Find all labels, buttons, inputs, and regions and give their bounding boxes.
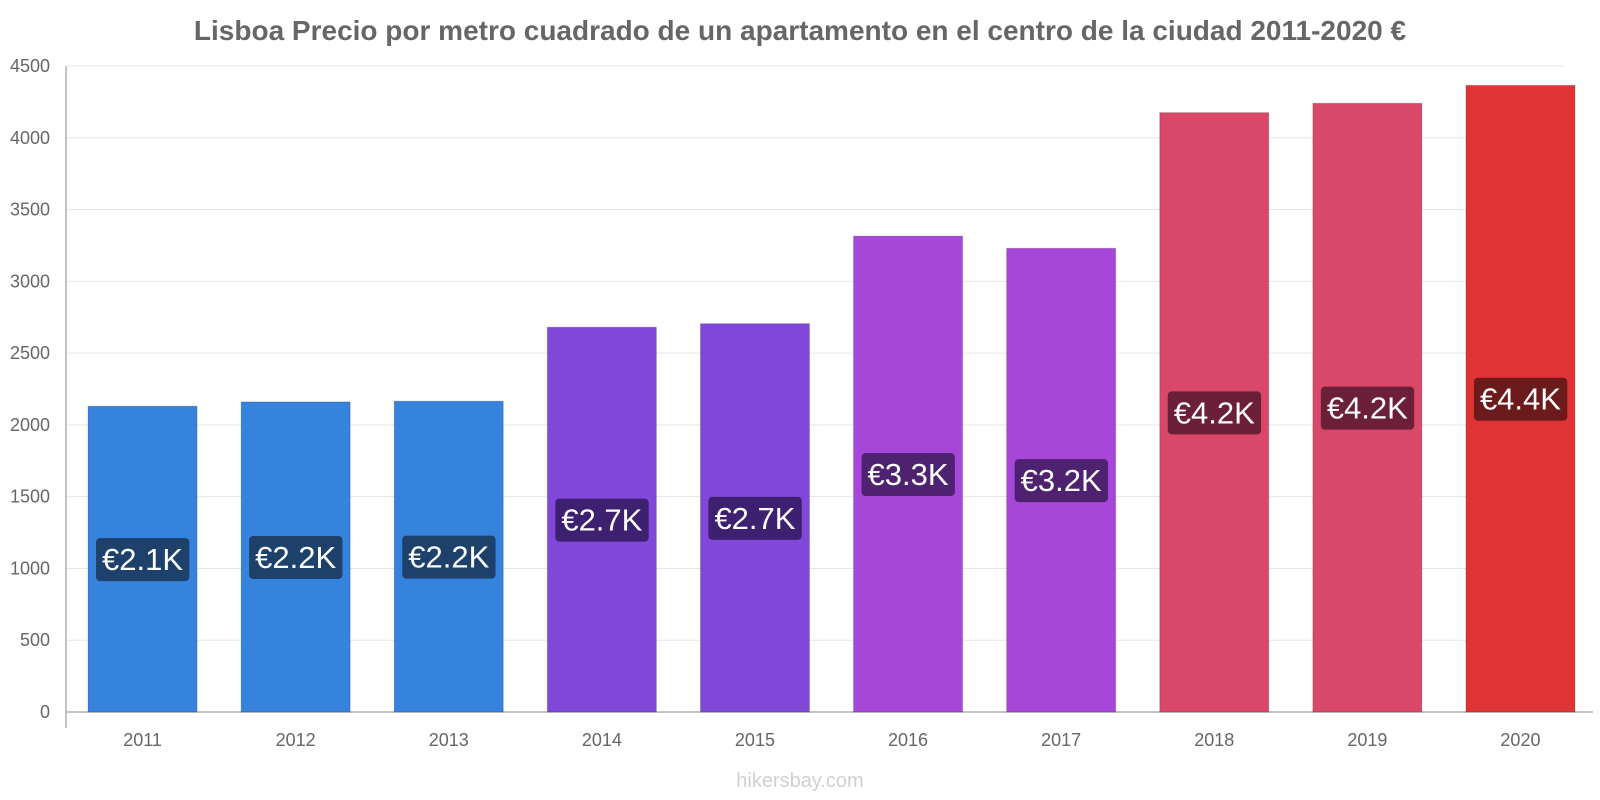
axes: 0 500 1000 1500 2000 2500 3000 3500 4000 4500 2011… bbox=[10, 56, 1593, 750]
data-label-group: €2.7K bbox=[708, 496, 802, 540]
data-label-box bbox=[708, 496, 802, 540]
data-label-box bbox=[402, 535, 496, 579]
y-tick-label: 0 bbox=[40, 702, 50, 722]
x-tick-label: 2013 bbox=[429, 730, 469, 750]
data-label-box bbox=[1320, 386, 1415, 430]
y-tick-label: 3500 bbox=[10, 200, 50, 220]
x-tick-label: 2016 bbox=[888, 730, 928, 750]
y-tick-label: 500 bbox=[20, 630, 50, 650]
data-label-group: €2.2K bbox=[249, 535, 343, 579]
y-tick-label: 4000 bbox=[10, 128, 50, 148]
x-tick-label: 2017 bbox=[1041, 730, 1081, 750]
x-tick-label: 2018 bbox=[1194, 730, 1234, 750]
x-tick-label: 2014 bbox=[582, 730, 622, 750]
x-tick-label: 2011 bbox=[123, 730, 162, 750]
y-tick-label: 1500 bbox=[10, 487, 50, 507]
data-label: €4.2K bbox=[1174, 395, 1255, 430]
chart-title: Lisboa Precio por metro cuadrado de un a… bbox=[193, 15, 1407, 46]
x-tick-label: 2015 bbox=[735, 730, 775, 750]
data-labels: €2.1K €2.2K €2.2K €2.7K €2.7K €3.3K €3.2K €4.2K… bbox=[96, 377, 1568, 582]
data-label-box bbox=[861, 453, 955, 497]
data-label: €2.1K bbox=[102, 542, 183, 577]
data-label: €3.3K bbox=[868, 457, 949, 492]
data-label: €2.7K bbox=[714, 501, 795, 536]
data-label-group: €3.2K bbox=[1014, 459, 1108, 503]
y-tick-label: 2500 bbox=[10, 343, 50, 363]
data-label: €2.2K bbox=[255, 540, 336, 575]
x-tick-label: 2020 bbox=[1500, 730, 1540, 750]
data-label: €4.4K bbox=[1480, 382, 1561, 417]
data-label-box bbox=[249, 535, 343, 579]
y-tick-label: 1000 bbox=[10, 558, 50, 578]
data-label-group: €3.3K bbox=[861, 453, 955, 497]
x-tick-label: 2012 bbox=[276, 730, 316, 750]
y-tick-label: 4500 bbox=[10, 56, 50, 76]
data-label: €2.7K bbox=[561, 503, 642, 538]
data-label-box bbox=[1167, 391, 1262, 435]
y-tick-label: 3000 bbox=[10, 271, 50, 291]
data-label-group: €2.7K bbox=[555, 498, 649, 542]
data-label: €3.2K bbox=[1021, 463, 1102, 498]
y-tick-label: 2000 bbox=[10, 415, 50, 435]
data-label-box bbox=[555, 498, 649, 542]
data-label-box bbox=[1014, 459, 1108, 503]
data-label-box bbox=[96, 538, 190, 582]
data-label-group: €2.2K bbox=[402, 535, 496, 579]
data-label-group: €4.2K bbox=[1167, 391, 1262, 435]
data-label-group: €4.4K bbox=[1473, 377, 1568, 421]
data-label: €2.2K bbox=[408, 540, 489, 575]
data-label-group: €4.2K bbox=[1320, 386, 1415, 430]
data-label-box bbox=[1473, 377, 1568, 421]
x-tick-label: 2019 bbox=[1347, 730, 1387, 750]
watermark: hikersbay.com bbox=[736, 770, 864, 792]
data-label: €4.2K bbox=[1327, 391, 1408, 426]
data-label-group: €2.1K bbox=[96, 538, 190, 582]
